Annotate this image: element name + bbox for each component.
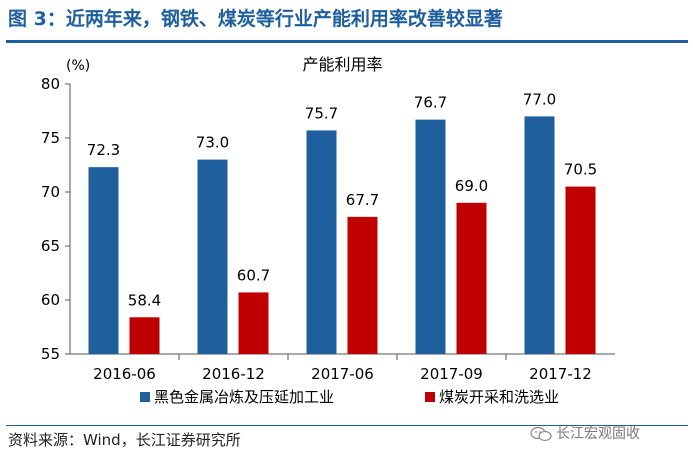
legend-label-series-2: 煤炭开采和洗选业: [439, 388, 559, 406]
chart-data-labels: 72.3 58.4 73.0 60.7 75.7 67.7 76.7 69.0 77.0 70.5: [87, 90, 597, 309]
bar-series-2: [565, 186, 596, 354]
y-tick-label: 55: [41, 345, 60, 363]
watermark: 长江宏观固收: [530, 424, 640, 444]
bar-series-2: [347, 216, 378, 354]
data-label-series-2: 67.7: [346, 191, 379, 209]
source-divider: [6, 425, 688, 426]
y-tick-label: 75: [41, 129, 60, 147]
bar-series-1: [306, 130, 337, 354]
data-label-series-1: 73.0: [196, 134, 229, 152]
data-label-series-1: 76.7: [414, 94, 447, 112]
bar-series-1: [197, 159, 228, 354]
legend-swatch-series-1: [140, 392, 150, 402]
y-tick-label: 70: [41, 183, 60, 201]
y-tick-label: 60: [41, 291, 60, 309]
chart-axes: 产能利用率 (%) 55 60 65 70 75 80 2016-06 2016-12 2017-0…: [41, 55, 615, 383]
bar-series-2: [238, 292, 269, 354]
data-label-series-2: 58.4: [128, 291, 161, 309]
data-label-series-2: 70.5: [564, 161, 597, 179]
x-tick-label: 2016-12: [202, 365, 265, 383]
x-tick-label: 2017-06: [311, 365, 374, 383]
chart-legend: 黑色金属冶炼及压延加工业 煤炭开采和洗选业: [140, 388, 559, 406]
source-note: 资料来源：Wind，长江证券研究所: [8, 431, 241, 449]
bar-series-2: [456, 202, 487, 354]
data-label-series-1: 72.3: [87, 141, 120, 159]
title-divider: [6, 40, 688, 43]
x-tick-label: 2017-09: [420, 365, 483, 383]
y-tick-label: 80: [41, 75, 60, 93]
bar-series-2: [129, 317, 160, 354]
bar-series-1: [524, 116, 555, 355]
bar-series-1: [415, 119, 446, 354]
y-tick-label: 65: [41, 237, 60, 255]
x-tick-label: 2017-12: [529, 365, 592, 383]
bar-chart: 产能利用率 (%) 55 60 65 70 75 80 2016-06 2016-12 2017-0…: [41, 55, 615, 406]
legend-swatch-series-2: [425, 392, 435, 402]
data-label-series-1: 75.7: [305, 104, 338, 122]
data-label-series-2: 69.0: [455, 177, 488, 195]
legend-label-series-1: 黑色金属冶炼及压延加工业: [154, 388, 334, 406]
wechat-icon: [530, 426, 552, 442]
data-label-series-2: 60.7: [237, 266, 270, 284]
data-label-series-1: 77.0: [523, 90, 556, 108]
chart-title: 产能利用率: [302, 55, 382, 74]
y-axis-unit: (%): [66, 58, 90, 74]
chart-bars: [88, 116, 596, 355]
figure-title: 图 3：近两年来，钢铁、煤炭等行业产能利用率改善较显著: [8, 8, 503, 30]
watermark-text: 长江宏观固收: [556, 426, 640, 442]
bar-series-1: [88, 167, 119, 354]
x-tick-label: 2016-06: [93, 365, 156, 383]
